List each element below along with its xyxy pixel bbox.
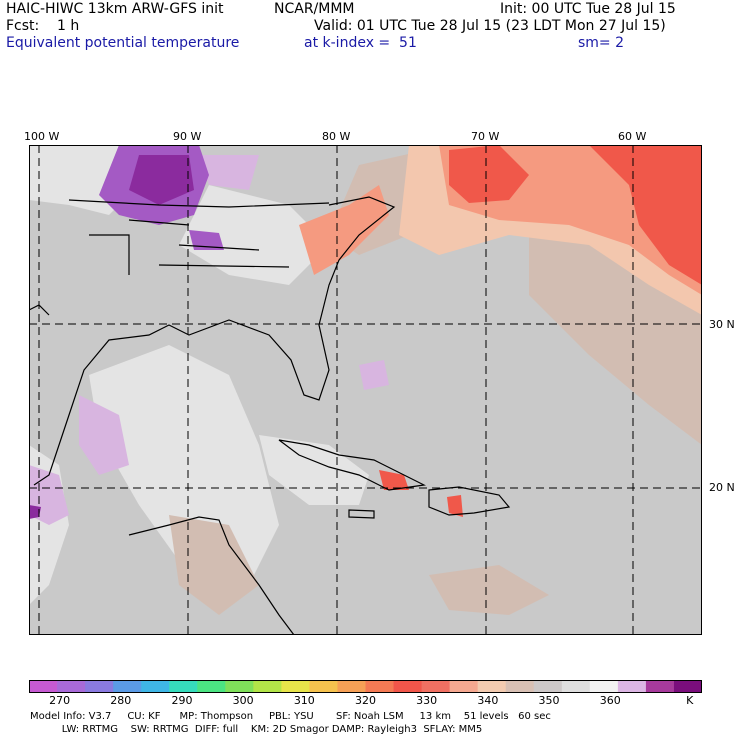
lon-label-60w: 60 W <box>618 130 647 143</box>
colorbar-label: 300 <box>232 694 254 707</box>
colorbar-swatch <box>533 680 563 693</box>
theta-e-map <box>29 145 702 635</box>
lon-label-100w: 100 W <box>24 130 60 143</box>
colorbar-label: 290 <box>171 694 193 707</box>
colorbar-swatch <box>29 680 58 693</box>
shade-salmon-carolinas <box>299 185 389 275</box>
colorbar-swatch <box>617 680 647 693</box>
level-label: at k-index = 51 <box>304 35 417 51</box>
colorbar-swatch <box>477 680 507 693</box>
lon-label-80w: 80 W <box>322 130 351 143</box>
colorbar-swatch <box>57 680 86 693</box>
shade-lavender-texas-coast <box>79 395 129 475</box>
shade-light-southeast-us <box>179 185 329 285</box>
colorbar-swatch <box>561 680 591 693</box>
colorbar-label: 270 <box>49 694 71 707</box>
model-info-line: Model Info: V3.7 CU: KF MP: Thompson PBL… <box>30 711 551 722</box>
colorbar-swatch <box>365 680 395 693</box>
field-name: Equivalent potential temperature <box>6 35 240 51</box>
colorbar-swatch <box>337 680 366 693</box>
colorbar-label: 280 <box>110 694 132 707</box>
valid-time: Valid: 01 UTC Tue 28 Jul 15 (23 LDT Mon … <box>314 18 666 34</box>
central-america-coast <box>128 516 295 635</box>
physics-info-line: LW: RRTMG SW: RRTMG DIFF: full KM: 2D Sm… <box>30 724 483 735</box>
lat-label-30n: 30 N <box>709 318 735 331</box>
colorbar-swatch <box>113 680 142 693</box>
colorbar-label: 310 <box>293 694 315 707</box>
colorbar-swatch <box>197 680 226 693</box>
model-title: HAIC-HIWC 13km ARW-GFS init <box>6 1 224 17</box>
org-label: NCAR/MMM <box>274 1 355 17</box>
colorbar-swatch <box>589 680 619 693</box>
colorbar-label: 350 <box>538 694 560 707</box>
colorbar <box>29 680 702 693</box>
colorbar-swatch <box>85 680 114 693</box>
smoothing-label: sm= 2 <box>578 35 625 51</box>
cuba-outline <box>278 439 426 491</box>
colorbar-swatch <box>141 680 170 693</box>
colorbar-label: 330 <box>416 694 438 707</box>
forecast-hour: Fcst: 1 h <box>6 18 80 34</box>
shade-red-west <box>449 145 529 203</box>
colorbar-frame <box>29 680 702 693</box>
colorbar-swatch <box>421 680 451 693</box>
colorbar-swatch <box>225 680 254 693</box>
shade-light-gulf <box>89 345 279 585</box>
shade-tan-central-america <box>169 515 259 615</box>
colorbar-swatch <box>449 680 479 693</box>
jamaica-outline <box>348 509 375 519</box>
state-boundaries <box>68 199 330 275</box>
colorbar-swatch <box>169 680 198 693</box>
colorbar-swatch <box>281 680 310 693</box>
shade-darkpurple-core <box>129 155 194 205</box>
lat-label-20n: 20 N <box>709 481 735 494</box>
us-gulf-atlantic-coast <box>33 196 396 486</box>
shade-red-cuba <box>379 470 409 490</box>
field-shading <box>29 145 702 615</box>
colorbar-swatch <box>393 680 423 693</box>
colorbar-label: 320 <box>355 694 376 707</box>
lon-label-90w: 90 W <box>173 130 202 143</box>
colorbar-label: 360 <box>599 694 621 707</box>
shade-red-east <box>589 145 702 285</box>
shade-purple-tennessee <box>189 230 224 250</box>
colorbar-swatch <box>253 680 282 693</box>
shade-tan-caribbean <box>429 565 549 615</box>
graticule <box>29 145 702 635</box>
shade-lavender-ohio <box>199 155 259 190</box>
init-time: Init: 00 UTC Tue 28 Jul 15 <box>500 1 676 17</box>
colorbar-swatch <box>645 680 675 693</box>
shade-darkpurple-pacific <box>29 505 41 519</box>
lon-label-70w: 70 W <box>471 130 500 143</box>
colorbar-label: 340 <box>477 694 499 707</box>
colorbar-swatch <box>505 680 535 693</box>
colorbar-swatch <box>673 680 702 693</box>
map-frame <box>29 145 702 635</box>
shade-lavender-bahamas <box>359 360 389 390</box>
shade-red-hispaniola <box>447 495 463 517</box>
colorbar-label: K <box>686 694 694 707</box>
colorbar-swatch <box>309 680 338 693</box>
